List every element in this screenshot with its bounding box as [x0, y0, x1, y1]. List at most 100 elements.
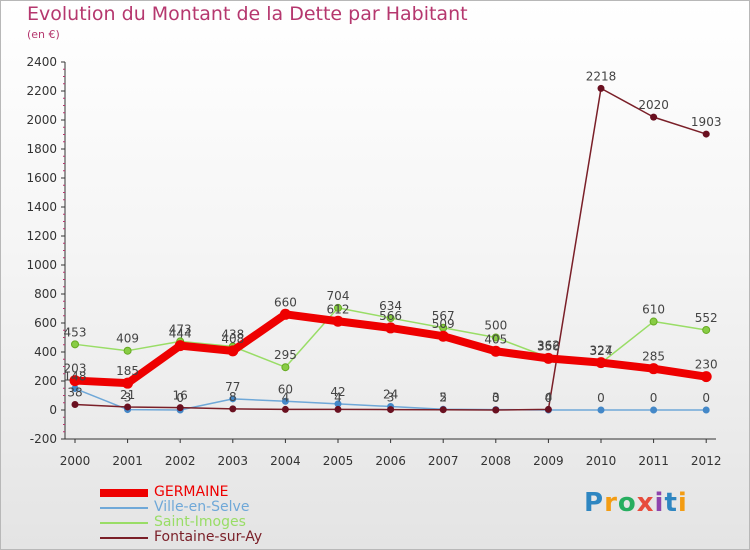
chart-legend: GERMAINE Ville-en-Selve Saint-Imoges Fontai…: [100, 486, 360, 546]
proxiti-logo: Proxiti: [584, 488, 688, 518]
x-tick-label: 2001: [112, 454, 143, 468]
data-point: [282, 364, 289, 371]
logo-letter: i: [678, 488, 688, 518]
data-point: [227, 345, 238, 356]
data-label: 704: [327, 289, 350, 303]
y-tick-label: 1200: [26, 229, 57, 243]
data-point: [703, 326, 710, 333]
data-point: [650, 407, 657, 414]
legend-swatch: [100, 489, 148, 497]
data-label: 552: [695, 311, 718, 325]
data-label: 634: [379, 299, 402, 313]
data-label: 1903: [691, 115, 722, 129]
x-tick-label: 2000: [60, 454, 91, 468]
data-label: 285: [642, 350, 665, 364]
data-point: [648, 363, 659, 374]
data-label: 660: [274, 295, 297, 309]
x-tick-label: 2002: [165, 454, 196, 468]
y-tick-label: 800: [34, 287, 57, 301]
data-label: 0: [597, 391, 605, 405]
data-label: 0: [702, 391, 710, 405]
logo-letter: x: [637, 488, 655, 518]
data-label: 148: [64, 370, 87, 384]
data-label: 362: [537, 339, 560, 353]
data-label: 0: [492, 391, 500, 405]
data-point: [545, 406, 552, 413]
data-point: [387, 406, 394, 413]
data-label: 4: [282, 390, 290, 404]
data-label: 230: [695, 358, 718, 372]
data-label: 3: [387, 391, 395, 405]
data-label: 185: [116, 364, 139, 378]
legend-swatch: [100, 507, 148, 509]
data-label: 16: [173, 389, 188, 403]
data-label: 2: [439, 391, 447, 405]
x-tick-label: 2009: [533, 454, 564, 468]
y-tick-label: 2400: [26, 55, 57, 69]
y-tick-label: 1000: [26, 258, 57, 272]
legend-swatch: [100, 537, 148, 539]
data-point: [282, 406, 289, 413]
y-tick-label: 1400: [26, 200, 57, 214]
y-tick-label: 1800: [26, 142, 57, 156]
logo-letter: t: [664, 488, 677, 518]
data-label: 21: [120, 388, 135, 402]
x-tick-label: 2011: [638, 454, 669, 468]
x-tick-label: 2008: [481, 454, 512, 468]
data-point: [177, 404, 184, 411]
data-label: 500: [484, 319, 507, 333]
data-point: [598, 85, 605, 92]
x-tick-label: 2012: [691, 454, 722, 468]
data-point: [72, 341, 79, 348]
data-point: [492, 407, 499, 414]
data-point: [650, 114, 657, 121]
data-label: 2020: [638, 98, 669, 112]
data-label: 324: [590, 344, 613, 358]
data-point: [229, 405, 236, 412]
legend-label: GERMAINE: [154, 485, 229, 500]
data-point: [703, 407, 710, 414]
legend-label: Ville-en-Selve: [154, 500, 249, 515]
legend-item: Fontaine-sur-Ay: [100, 531, 360, 546]
data-label: 438: [221, 327, 244, 341]
data-label: 2218: [586, 69, 617, 83]
y-tick-label: 2000: [26, 113, 57, 127]
data-point: [703, 131, 710, 138]
y-tick-label: 600: [34, 316, 57, 330]
y-tick-label: 1600: [26, 171, 57, 185]
x-tick-label: 2006: [375, 454, 406, 468]
y-tick-label: 0: [49, 403, 57, 417]
data-point: [440, 406, 447, 413]
data-point: [333, 316, 344, 327]
legend-label: Saint-Imoges: [154, 515, 246, 530]
data-label: 567: [432, 309, 455, 323]
logo-letter: i: [655, 488, 665, 518]
data-point: [72, 401, 79, 408]
x-tick-label: 2004: [270, 454, 301, 468]
data-label: 4: [545, 390, 553, 404]
logo-letter: P: [584, 488, 604, 518]
data-point: [175, 340, 186, 351]
data-label: 453: [64, 325, 87, 339]
logo-letter: r: [604, 488, 618, 518]
y-tick-label: 200: [34, 374, 57, 388]
data-point: [438, 331, 449, 342]
data-label: 295: [274, 348, 297, 362]
data-label: 473: [169, 322, 192, 336]
x-tick-label: 2003: [218, 454, 249, 468]
data-label: 610: [642, 303, 665, 317]
data-point: [335, 406, 342, 413]
data-label: 4: [334, 390, 342, 404]
x-tick-label: 2007: [428, 454, 459, 468]
x-tick-label: 2005: [323, 454, 354, 468]
logo-letter: o: [618, 488, 637, 518]
data-point: [124, 347, 131, 354]
data-point: [490, 346, 501, 357]
legend-label: Fontaine-sur-Ay: [154, 530, 262, 545]
data-label: 409: [116, 332, 139, 346]
x-tick-label: 2010: [586, 454, 617, 468]
data-point: [543, 353, 554, 364]
data-point: [701, 371, 712, 382]
chart-area: -200020040060080010001200140016001800200…: [0, 0, 750, 550]
y-tick-label: -200: [30, 432, 57, 446]
